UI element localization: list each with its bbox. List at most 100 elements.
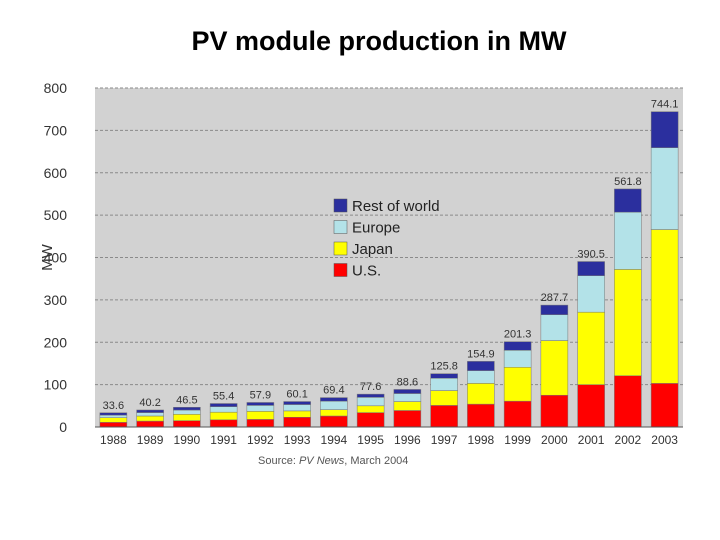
- bar-segment: [650, 383, 679, 428]
- y-tick-label: 100: [44, 377, 68, 393]
- bar-segment: [246, 411, 275, 420]
- bar-segment: [173, 407, 201, 411]
- data-label: 390.5: [577, 249, 605, 261]
- bar-segment: [320, 400, 348, 410]
- y-tick-label: 500: [44, 207, 68, 223]
- bar-segment: [614, 211, 642, 270]
- bar-segment: [503, 350, 532, 368]
- data-label: 55.4: [213, 391, 234, 403]
- bar-segment: [614, 188, 642, 213]
- y-tick-label: 400: [44, 250, 68, 266]
- stacked-bar-chart: 0 100 200 300 400 500 600 700 800 MW 33.6 1988 40.2 1…: [39, 80, 683, 447]
- bar-segment: [467, 361, 495, 371]
- bar-segment: [393, 389, 422, 394]
- bar-segment: [173, 414, 201, 421]
- bar-segment: [650, 147, 679, 230]
- bar-segment: [136, 420, 164, 428]
- bar-segment: [209, 403, 238, 407]
- x-tick-label: 1994: [321, 433, 348, 447]
- x-tick-label: 1988: [100, 433, 127, 447]
- y-axis-label: MW: [39, 243, 56, 270]
- x-tick-label: 1997: [431, 433, 458, 447]
- bar-segment: [246, 402, 275, 406]
- data-label: 287.7: [541, 292, 569, 304]
- bar-segment: [430, 378, 458, 391]
- bar-segment: [320, 397, 348, 402]
- bar-segment: [503, 367, 532, 402]
- source-prefix: Source:: [258, 455, 299, 467]
- x-tick-label: 1989: [137, 433, 164, 447]
- x-tick-label: 1991: [210, 433, 237, 447]
- bar-segment: [99, 422, 128, 428]
- bar-segment: [430, 390, 458, 406]
- x-tick-label: 2002: [615, 433, 642, 447]
- x-tick-label: 1993: [284, 433, 311, 447]
- data-label: 154.9: [467, 348, 495, 360]
- source-publication: PV News: [298, 455, 345, 467]
- y-tick-label: 800: [44, 80, 68, 96]
- y-tick-label: 0: [59, 419, 67, 435]
- legend-swatch: [333, 241, 348, 256]
- bar-segment: [467, 383, 495, 405]
- x-tick-label: 1996: [394, 433, 421, 447]
- bar-segment: [467, 370, 495, 384]
- bar-segment: [99, 417, 128, 423]
- bar-segment: [246, 419, 275, 428]
- bar-segment: [577, 384, 605, 428]
- data-label: 69.4: [323, 385, 344, 397]
- bar-segment: [99, 414, 128, 418]
- bar-segment: [540, 304, 569, 315]
- slide-title: PV module production in MW: [191, 26, 567, 56]
- bar-segment: [173, 409, 201, 415]
- y-tick-label: 300: [44, 292, 68, 308]
- bar-segment: [577, 261, 605, 276]
- source-suffix: , March 2004: [344, 455, 409, 467]
- data-label: 60.1: [286, 389, 307, 401]
- bar-segment: [173, 420, 201, 428]
- y-tick-label: 700: [44, 122, 68, 138]
- bar-segment: [356, 405, 385, 413]
- bar-segment: [320, 409, 348, 417]
- legend-swatch: [333, 198, 348, 213]
- bar-segment: [430, 405, 458, 428]
- legend-label: Japan: [352, 241, 393, 258]
- data-label: 561.8: [614, 176, 642, 188]
- bar-segment: [320, 415, 348, 428]
- bar-segment: [356, 412, 385, 428]
- bar-segment: [393, 410, 422, 428]
- bar-segment: [209, 419, 238, 428]
- bar-segment: [356, 397, 385, 407]
- bar-segment: [393, 393, 422, 402]
- bar-segment: [503, 400, 532, 428]
- x-tick-label: 1992: [247, 433, 274, 447]
- bar-segment: [540, 340, 569, 396]
- data-label: 77.6: [360, 381, 381, 393]
- chart-frame: 0 100 200 300 400 500 600 700 800 MW 33.6 1988 40.2 1…: [30, 72, 696, 477]
- data-label: 57.9: [250, 389, 271, 401]
- bar-segment: [283, 404, 311, 412]
- x-tick-label: 1995: [357, 433, 384, 447]
- bar-segment: [136, 415, 164, 422]
- legend-swatch: [333, 263, 348, 277]
- bar-segment: [430, 373, 458, 379]
- y-tick-label: 200: [44, 334, 68, 350]
- x-tick-label: 2001: [578, 433, 605, 447]
- legend-label: Rest of world: [352, 198, 440, 215]
- data-label: 46.5: [176, 394, 197, 406]
- bar-segment: [209, 406, 238, 413]
- data-label: 40.2: [139, 397, 160, 409]
- bar-segment: [99, 412, 128, 416]
- bar-segment: [136, 412, 164, 417]
- data-label: 201.3: [504, 329, 532, 341]
- bar-segment: [650, 111, 679, 148]
- bar-segment: [577, 311, 605, 385]
- bar-segment: [614, 375, 642, 428]
- bar-segment: [283, 410, 311, 418]
- data-label: 125.8: [430, 361, 458, 373]
- data-label: 88.6: [397, 376, 418, 388]
- bar-segment: [283, 401, 311, 405]
- x-tick-label: 1999: [504, 433, 531, 447]
- data-label: 744.1: [651, 99, 679, 111]
- x-tick-label: 2003: [651, 433, 678, 447]
- bar-segment: [650, 229, 679, 384]
